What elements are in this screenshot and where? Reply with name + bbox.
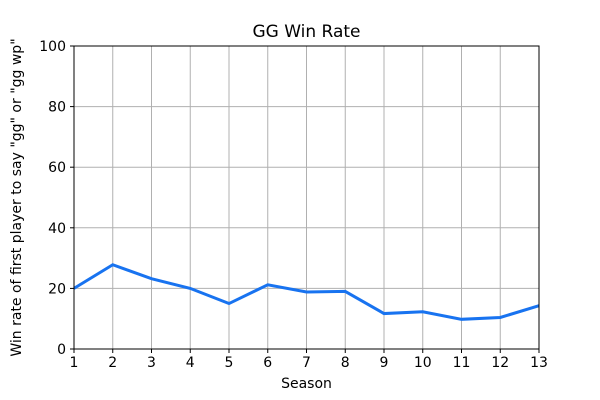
x-tick-label: 9 — [380, 355, 389, 371]
y-tick-label: 0 — [57, 342, 66, 358]
y-axis-label: Win rate of first player to say "gg" or … — [9, 38, 25, 356]
grid-lines — [73, 45, 540, 350]
x-tick-label: 11 — [453, 355, 471, 371]
x-tick-label: 4 — [186, 355, 195, 371]
x-tick-label: 6 — [263, 355, 272, 371]
x-tick-label: 10 — [414, 355, 432, 371]
chart-title: GG Win Rate — [252, 22, 360, 42]
x-tick-label: 5 — [225, 355, 234, 371]
x-axis-label: Season — [281, 376, 332, 392]
y-tick-label: 100 — [39, 39, 66, 55]
data-series-layer — [73, 263, 540, 321]
y-tick-label: 80 — [48, 100, 66, 116]
y-tick-label: 60 — [48, 160, 66, 176]
axes-layer — [70, 45, 540, 353]
x-tick-label: 8 — [341, 355, 350, 371]
y-tick-label: 40 — [48, 221, 66, 237]
x-tick-label: 7 — [302, 355, 311, 371]
x-tick-label: 13 — [530, 355, 548, 371]
data-line-win-rate — [73, 263, 540, 321]
x-tick-label: 2 — [108, 355, 117, 371]
x-tick-label: 3 — [147, 355, 156, 371]
y-tick-label: 20 — [48, 281, 66, 297]
x-tick-label: 1 — [70, 355, 79, 371]
x-tick-label: 12 — [491, 355, 509, 371]
